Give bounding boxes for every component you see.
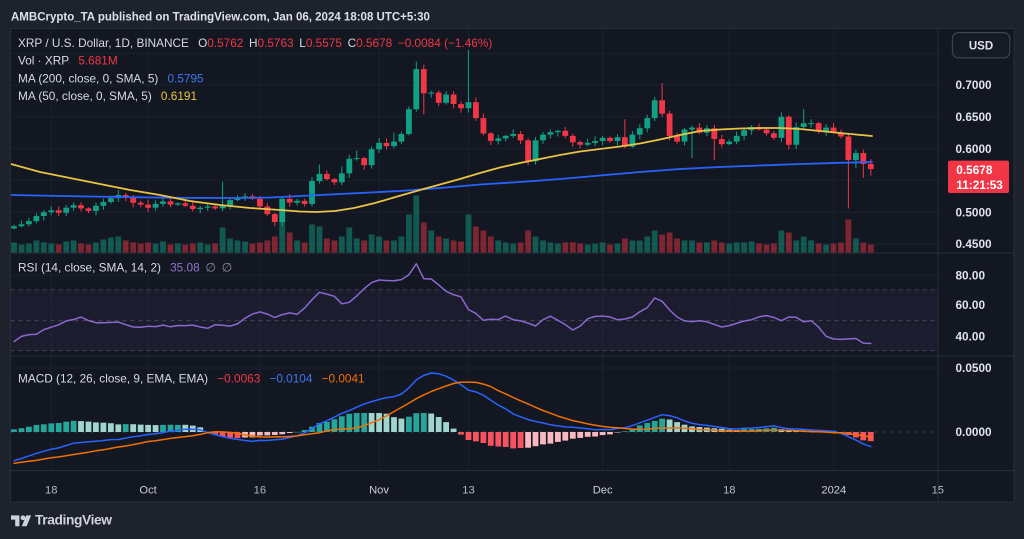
- svg-text:AMBCrypto_TA published on Trad: AMBCrypto_TA published on TradingView.co…: [11, 12, 430, 24]
- svg-text:40.00: 40.00: [956, 329, 986, 343]
- svg-text:0.0000: 0.0000: [956, 425, 993, 439]
- svg-text:0.5678: 0.5678: [956, 163, 993, 177]
- svg-text:0.6500: 0.6500: [956, 110, 993, 124]
- svg-text:0.7000: 0.7000: [956, 78, 993, 92]
- svg-text:0.0500: 0.0500: [956, 361, 993, 375]
- svg-text:0.5000: 0.5000: [956, 205, 993, 219]
- svg-text:MA (50, close, 0, SMA, 5) 0.6: MA (50, close, 0, SMA, 5) 0.6191: [18, 89, 197, 103]
- svg-text:18: 18: [45, 485, 57, 497]
- svg-text:80.00: 80.00: [956, 269, 986, 283]
- svg-text:TradingView: TradingView: [35, 513, 112, 528]
- svg-text:MA (200, close, 0, SMA, 5) 0.: MA (200, close, 0, SMA, 5) 0.5795: [18, 72, 204, 86]
- svg-text:0.4500: 0.4500: [956, 237, 993, 251]
- svg-text:MACD (12, 26, close, 9, EMA, E: MACD (12, 26, close, 9, EMA, EMA) −0.006…: [18, 372, 365, 386]
- svg-text:Oct: Oct: [139, 485, 157, 497]
- svg-text:RSI (14, close, SMA, 14, 2) 3: RSI (14, close, SMA, 14, 2) 35.08 ∅ ∅: [18, 261, 232, 275]
- svg-text:18: 18: [723, 485, 735, 497]
- svg-text:16: 16: [254, 485, 266, 497]
- svg-text:0.6000: 0.6000: [956, 142, 993, 156]
- svg-text:11:21:53: 11:21:53: [956, 178, 1003, 192]
- svg-text:Dec: Dec: [593, 485, 613, 497]
- svg-text:Vol · XRP 5.681M: Vol · XRP 5.681M: [18, 54, 118, 68]
- svg-text:15: 15: [932, 485, 944, 497]
- svg-text:60.00: 60.00: [956, 298, 986, 312]
- svg-text:2024: 2024: [821, 485, 846, 497]
- svg-text:Nov: Nov: [369, 485, 389, 497]
- svg-text:XRP / U.S. Dollar, 1D, BINANCE: XRP / U.S. Dollar, 1D, BINANCE O0.5762 H…: [18, 36, 492, 50]
- svg-text:USD: USD: [969, 41, 993, 53]
- svg-text:13: 13: [462, 485, 474, 497]
